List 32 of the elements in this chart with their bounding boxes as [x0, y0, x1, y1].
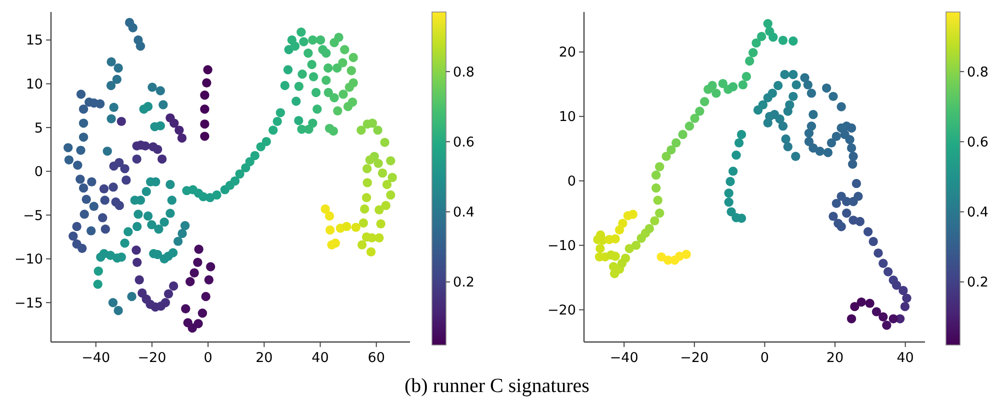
y-tick-label: −10: [548, 238, 576, 254]
x-tick-label: 20: [256, 350, 273, 366]
x-tick-label: 0: [204, 350, 212, 366]
x-tick-label: 40: [312, 350, 329, 366]
text: (b) runner C signatures: [404, 375, 590, 397]
color-bar-label: 0.2: [967, 274, 988, 291]
y-tick-label: −15: [14, 295, 43, 312]
y-tick-label: 5: [34, 120, 43, 136]
x-tick-label: 60: [368, 350, 385, 366]
y-tick-label: 10: [26, 76, 43, 92]
y-tick-label: 15: [26, 32, 43, 49]
y-tick-label: 10: [558, 109, 576, 126]
y-tick-label: 0: [567, 174, 576, 190]
color-bar-label: 0.8: [453, 64, 474, 80]
y-tick-label: 20: [558, 44, 576, 61]
color-bar-label: 0.6: [967, 134, 988, 150]
y-tick-label: −10: [14, 252, 43, 268]
x-tick-label: −20: [138, 350, 166, 366]
y-tick-label: −20: [548, 302, 576, 318]
x-tick-label: −40: [610, 350, 638, 366]
color-bar-label: 0.6: [453, 134, 474, 150]
y-tick-label: −5: [23, 208, 43, 224]
x-tick-label: −40: [82, 350, 110, 366]
color-bar-label: 0.4: [967, 204, 988, 221]
y-tick-label: 0: [34, 164, 43, 180]
color-bar-label: 0.8: [967, 64, 988, 80]
x-tick-label: 20: [826, 350, 844, 366]
x-tick-label: 40: [896, 350, 914, 366]
color-bar-label: 0.4: [453, 204, 474, 221]
x-tick-label: 0: [760, 350, 769, 366]
x-tick-label: −20: [680, 350, 709, 366]
color-bar-label: 0.2: [453, 274, 474, 291]
